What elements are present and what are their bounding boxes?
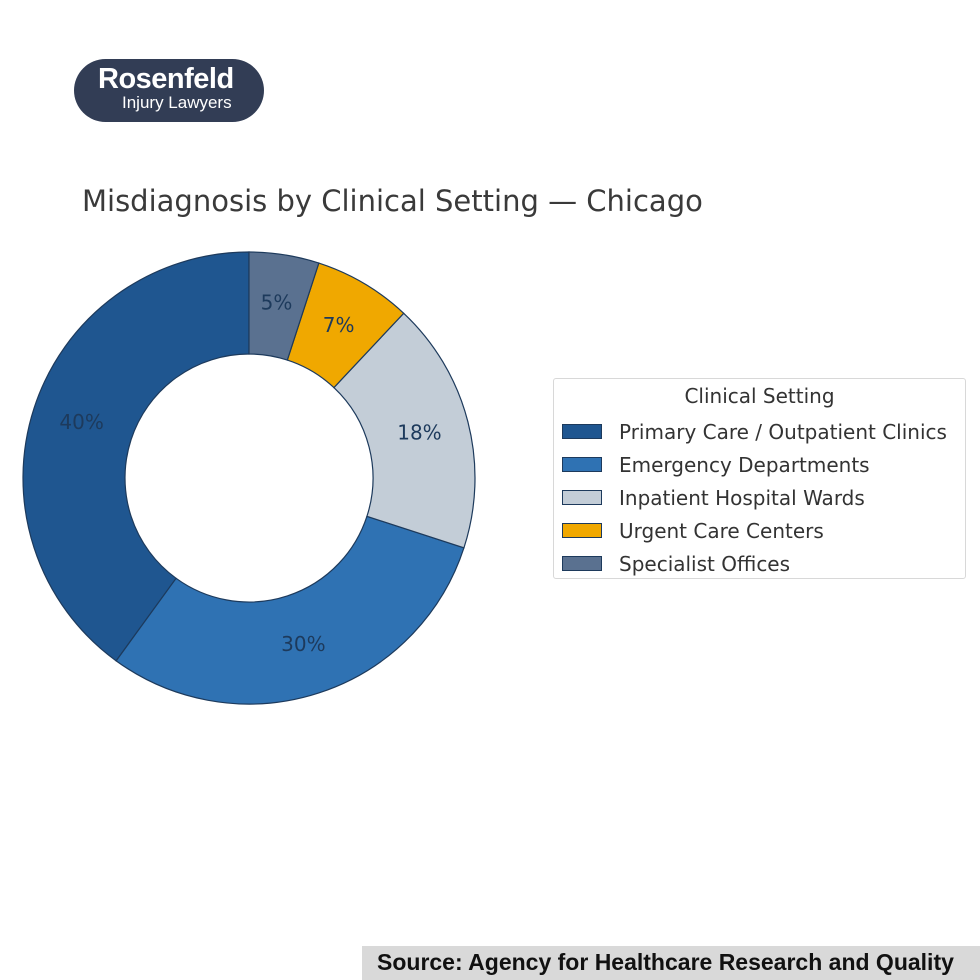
legend-label: Urgent Care Centers [619, 519, 824, 543]
legend-swatch [562, 457, 602, 472]
slice-pct-label: 18% [397, 421, 441, 445]
donut-slices [22, 251, 476, 705]
chart-title: Misdiagnosis by Clinical Setting — Chica… [82, 184, 703, 218]
slice-pct-label: 30% [281, 632, 325, 656]
legend-swatch [562, 556, 602, 571]
brand-logo: Rosenfeld Injury Lawyers [74, 59, 264, 122]
legend-swatch [562, 424, 602, 439]
legend-swatch [562, 490, 602, 505]
logo-subtitle: Injury Lawyers [122, 93, 232, 112]
logo-name: Rosenfeld [98, 63, 234, 95]
slice-pct-label: 7% [323, 313, 355, 337]
legend-title: Clinical Setting [684, 384, 835, 408]
chart-legend: Clinical Setting Primary Care / Outpatie… [553, 378, 966, 579]
legend-label: Specialist Offices [619, 552, 791, 576]
source-banner: Source: Agency for Healthcare Research a… [362, 946, 980, 980]
legend-label: Emergency Departments [619, 453, 870, 477]
legend-swatch [562, 523, 602, 538]
legend-label: Inpatient Hospital Wards [619, 486, 865, 510]
donut-slice [248, 251, 320, 361]
donut-labels: 40% 30% 18% 7% 5% [59, 291, 441, 656]
donut-slice [333, 312, 476, 549]
slice-pct-label: 40% [59, 410, 103, 434]
source-text: Source: Agency for Healthcare Research a… [377, 949, 954, 975]
donut-slice [115, 515, 465, 705]
slice-pct-label: 5% [261, 291, 293, 315]
legend-label: Primary Care / Outpatient Clinics [619, 420, 947, 444]
donut-slice [22, 251, 250, 662]
